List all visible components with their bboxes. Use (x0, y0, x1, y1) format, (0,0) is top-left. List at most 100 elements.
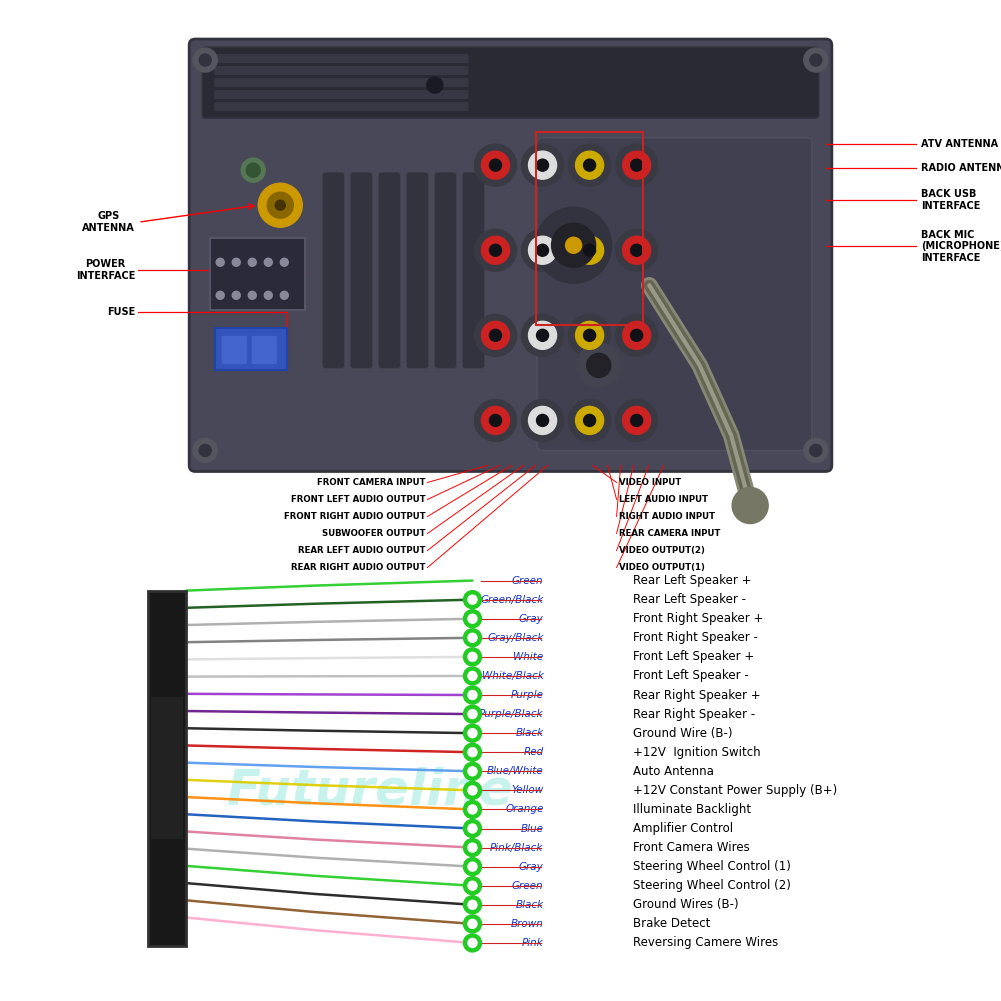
Circle shape (529, 151, 557, 179)
FancyBboxPatch shape (214, 54, 468, 63)
Text: White: White (514, 652, 544, 662)
Circle shape (467, 672, 476, 681)
Circle shape (216, 291, 224, 299)
Circle shape (810, 54, 822, 66)
Circle shape (474, 314, 517, 356)
Circle shape (489, 414, 502, 426)
Text: Front Right Speaker +: Front Right Speaker + (633, 613, 763, 626)
Circle shape (426, 77, 442, 93)
Text: LEFT AUDIO INPUT: LEFT AUDIO INPUT (619, 495, 708, 504)
Circle shape (576, 236, 604, 264)
Text: Gray: Gray (519, 862, 544, 872)
Circle shape (569, 399, 611, 441)
FancyBboxPatch shape (406, 172, 428, 368)
FancyBboxPatch shape (462, 172, 484, 368)
Circle shape (481, 236, 510, 264)
Circle shape (467, 862, 476, 871)
Circle shape (489, 329, 502, 341)
Circle shape (467, 653, 476, 662)
Text: +12V  Ignition Switch: +12V Ignition Switch (633, 746, 760, 759)
Circle shape (463, 896, 481, 914)
Circle shape (463, 648, 481, 666)
Circle shape (576, 321, 604, 349)
Circle shape (569, 229, 611, 271)
Text: Front Left Speaker -: Front Left Speaker - (633, 670, 749, 683)
Text: Reversing Camere Wires: Reversing Camere Wires (633, 937, 778, 949)
Text: +12V Constant Power Supply (B+): +12V Constant Power Supply (B+) (633, 784, 837, 797)
Circle shape (577, 343, 621, 387)
Text: Front Camera Wires: Front Camera Wires (633, 841, 750, 854)
Circle shape (264, 291, 272, 299)
Circle shape (467, 729, 476, 738)
Text: FUSE: FUSE (107, 307, 135, 317)
Circle shape (522, 399, 564, 441)
Text: Futureline: Futureline (227, 767, 514, 815)
Circle shape (529, 406, 557, 434)
Circle shape (631, 329, 643, 341)
Circle shape (810, 444, 822, 456)
Circle shape (804, 438, 828, 462)
FancyBboxPatch shape (350, 172, 372, 368)
Text: POWER
INTERFACE: POWER INTERFACE (76, 259, 135, 281)
Circle shape (529, 321, 557, 349)
Text: Brown: Brown (511, 919, 544, 929)
Circle shape (463, 820, 481, 838)
Circle shape (463, 705, 481, 723)
Text: Rear Right Speaker +: Rear Right Speaker + (633, 689, 760, 702)
FancyBboxPatch shape (210, 238, 305, 310)
Circle shape (467, 710, 476, 719)
Circle shape (489, 159, 502, 171)
Text: Steering Wheel Control (2): Steering Wheel Control (2) (633, 879, 791, 892)
Circle shape (275, 200, 285, 210)
Text: Blue: Blue (521, 824, 544, 834)
Circle shape (467, 691, 476, 700)
Text: RADIO ANTENNA: RADIO ANTENNA (921, 163, 1001, 173)
Text: Rear Left Speaker +: Rear Left Speaker + (633, 575, 751, 587)
Circle shape (467, 767, 476, 776)
Circle shape (481, 151, 510, 179)
Circle shape (246, 163, 260, 177)
Circle shape (631, 159, 643, 171)
Circle shape (616, 314, 658, 356)
Text: REAR CAMERA INPUT: REAR CAMERA INPUT (619, 530, 720, 538)
Circle shape (631, 414, 643, 426)
FancyBboxPatch shape (378, 172, 400, 368)
Circle shape (463, 743, 481, 761)
Circle shape (267, 192, 293, 218)
Circle shape (481, 321, 510, 349)
Text: Gray/Black: Gray/Black (487, 633, 544, 643)
Text: FRONT CAMERA INPUT: FRONT CAMERA INPUT (317, 478, 425, 486)
Text: Front Left Speaker +: Front Left Speaker + (633, 651, 754, 664)
Circle shape (463, 877, 481, 895)
Text: Gray: Gray (519, 614, 544, 624)
Text: REAR LEFT AUDIO OUTPUT: REAR LEFT AUDIO OUTPUT (298, 547, 425, 555)
Circle shape (463, 839, 481, 857)
Circle shape (467, 824, 476, 833)
Circle shape (280, 258, 288, 266)
Circle shape (623, 236, 651, 264)
Circle shape (463, 610, 481, 628)
Circle shape (467, 881, 476, 890)
Text: Purple: Purple (511, 690, 544, 700)
Circle shape (264, 258, 272, 266)
Circle shape (569, 314, 611, 356)
Circle shape (241, 158, 265, 182)
Text: Front Right Speaker -: Front Right Speaker - (633, 632, 758, 645)
Text: FRONT LEFT AUDIO OUTPUT: FRONT LEFT AUDIO OUTPUT (291, 495, 425, 504)
Text: BACK MIC
(MICROPHONE)
INTERFACE: BACK MIC (MICROPHONE) INTERFACE (921, 229, 1001, 263)
Circle shape (489, 244, 502, 256)
Circle shape (522, 144, 564, 186)
Text: Red: Red (524, 747, 544, 757)
Text: White/Black: White/Black (481, 671, 544, 681)
Circle shape (463, 686, 481, 704)
Text: Rear Right Speaker -: Rear Right Speaker - (633, 708, 755, 721)
Circle shape (463, 724, 481, 742)
Circle shape (467, 786, 476, 795)
Circle shape (463, 858, 481, 876)
Circle shape (522, 229, 564, 271)
Circle shape (467, 939, 476, 947)
Circle shape (537, 244, 549, 256)
Text: FRONT RIGHT AUDIO OUTPUT: FRONT RIGHT AUDIO OUTPUT (284, 513, 425, 521)
Circle shape (232, 258, 240, 266)
Text: Green: Green (512, 881, 544, 891)
